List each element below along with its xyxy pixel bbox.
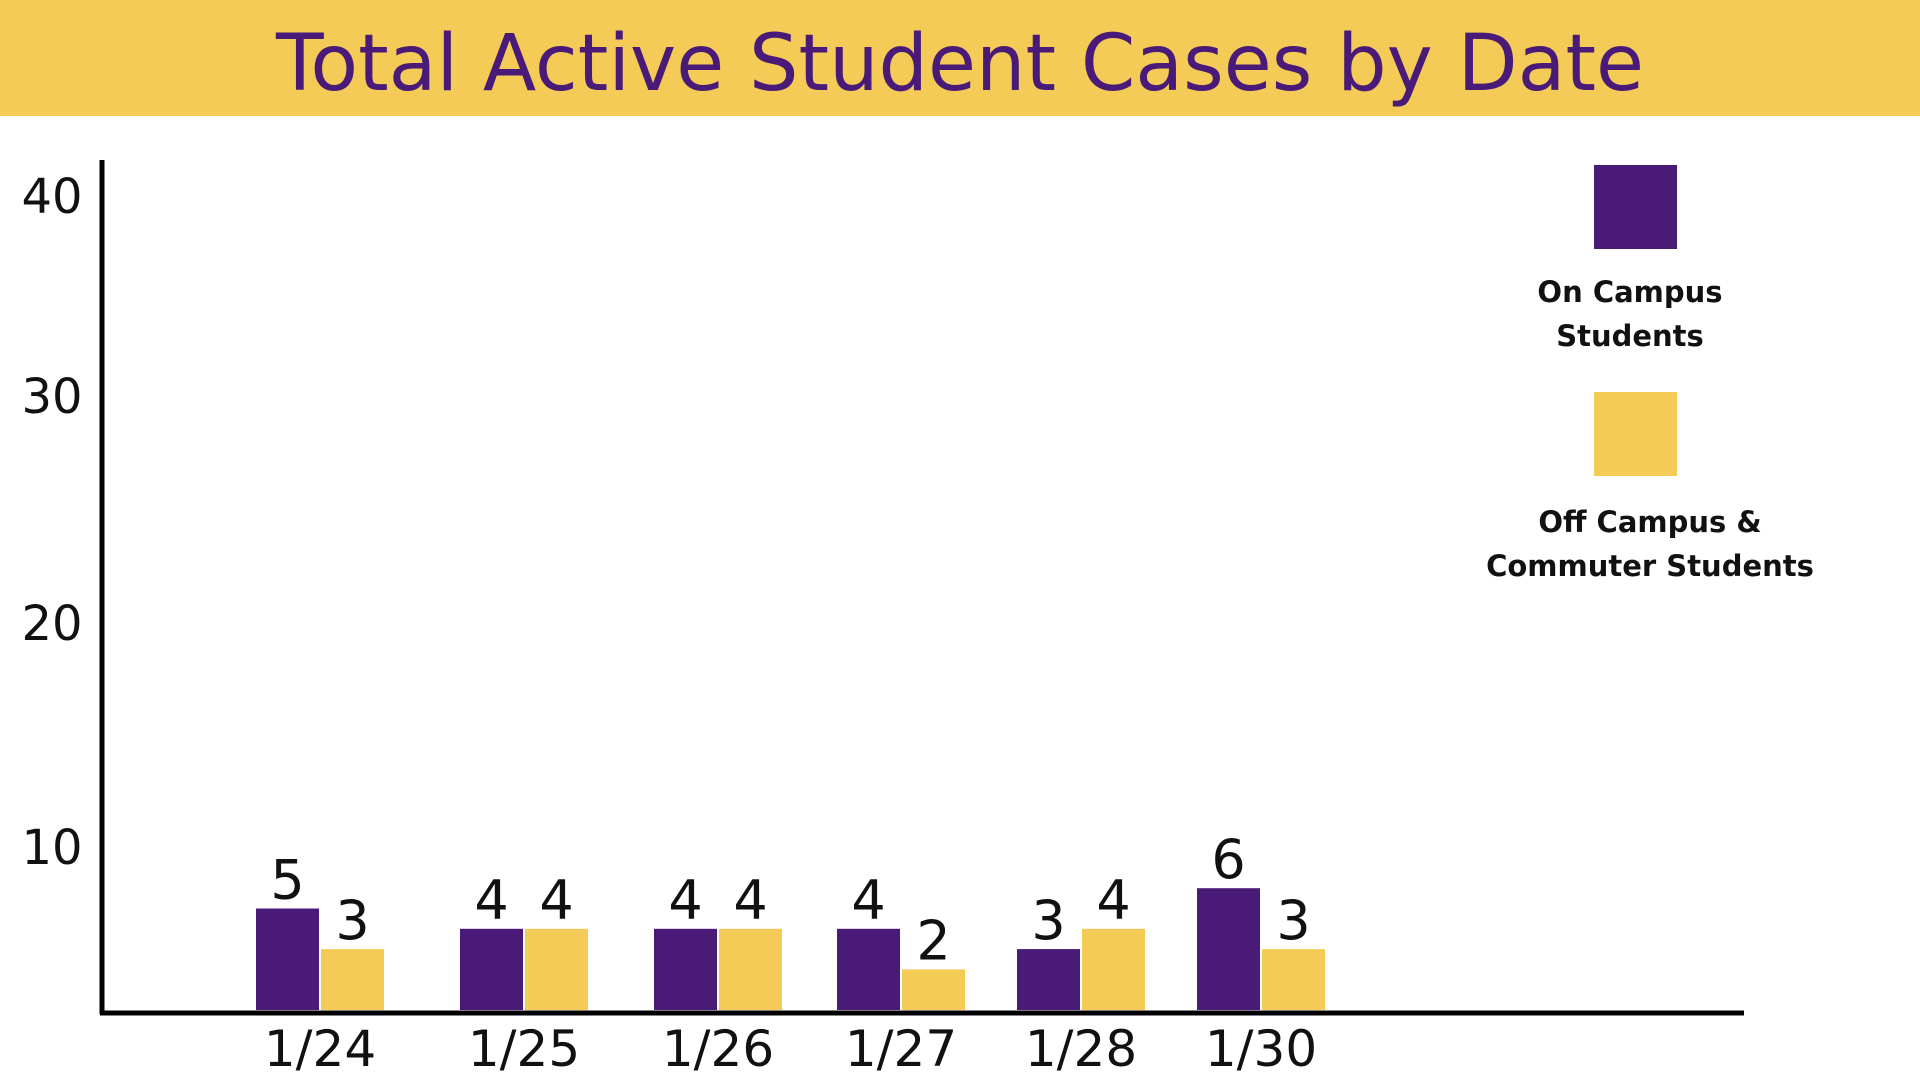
- x-tick-label-1-27: 1/27: [845, 1020, 957, 1078]
- y-tick-label-40: 40: [21, 169, 82, 225]
- legend-label-on-campus: On Campus Students: [1480, 270, 1780, 358]
- x-tick-label-1-26: 1/26: [662, 1020, 774, 1078]
- bar-on-campus-1-28: [1017, 949, 1080, 1010]
- value-label-off-campus-1-28: 4: [1096, 869, 1130, 932]
- value-label-on-campus-1-30: 6: [1211, 828, 1245, 891]
- y-tick-labels-group: 10 20 30 40: [21, 169, 82, 876]
- value-label-on-campus-1-24: 5: [270, 849, 304, 912]
- value-label-on-campus-1-25: 4: [474, 869, 508, 932]
- bar-on-campus-1-26: [654, 928, 717, 1010]
- y-tick-label-30: 30: [21, 369, 82, 425]
- value-labels-group: 53 4 4 4 4 42 3 463: [270, 828, 1310, 972]
- bar-on-campus-1-30: [1197, 888, 1260, 1010]
- value-label-on-campus-1-26: 4: [668, 869, 702, 932]
- x-tick-label-1-24: 1/24: [264, 1020, 376, 1078]
- value-label-off-campus-1-27: 2: [916, 909, 950, 972]
- bar-on-campus-1-27: [837, 928, 900, 1010]
- bar-off-campus-1-27: [902, 969, 965, 1010]
- title-banner: [0, 0, 1920, 116]
- bar-off-campus-1-28: [1082, 928, 1145, 1010]
- x-tick-label-1-28: 1/28: [1025, 1020, 1137, 1078]
- bar-off-campus-1-24: [321, 949, 384, 1010]
- legend-label-off-campus: Off Campus & Commuter Students: [1450, 500, 1850, 588]
- value-label-off-campus-1-24: 3: [335, 889, 369, 952]
- legend-swatch-on-campus: [1594, 165, 1677, 249]
- value-label-off-campus-1-25: 4: [539, 869, 573, 932]
- value-label-on-campus-1-28: 3: [1031, 889, 1065, 952]
- legend-label-off-campus-line-2: Commuter Students: [1486, 549, 1814, 583]
- value-label-off-campus-1-26: 4: [733, 869, 767, 932]
- bar-off-campus-1-30: [1262, 949, 1325, 1010]
- x-tick-labels-group: 1/24 1/25 1/26 1/27 1/28 1/30: [264, 1020, 1317, 1078]
- value-label-on-campus-1-27: 4: [851, 869, 885, 932]
- bar-on-campus-1-25: [460, 928, 523, 1010]
- legend-label-on-campus-line-1: On Campus: [1537, 275, 1723, 309]
- bar-off-campus-1-25: [525, 928, 588, 1010]
- legend-label-on-campus-line-2: Students: [1556, 319, 1704, 353]
- y-tick-label-10: 10: [21, 820, 82, 876]
- x-tick-label-1-25: 1/25: [468, 1020, 580, 1078]
- bars-group: [256, 888, 1325, 1010]
- y-tick-label-20: 20: [21, 596, 82, 652]
- value-label-off-campus-1-30: 3: [1276, 889, 1310, 952]
- x-tick-label-1-30: 1/30: [1205, 1020, 1317, 1078]
- bar-on-campus-1-24: [256, 908, 319, 1010]
- legend-swatch-off-campus: [1594, 392, 1677, 476]
- bar-off-campus-1-26: [719, 928, 782, 1010]
- legend-label-off-campus-line-1: Off Campus &: [1538, 505, 1762, 539]
- chart-title: Total Active Student Cases by Date: [275, 19, 1645, 109]
